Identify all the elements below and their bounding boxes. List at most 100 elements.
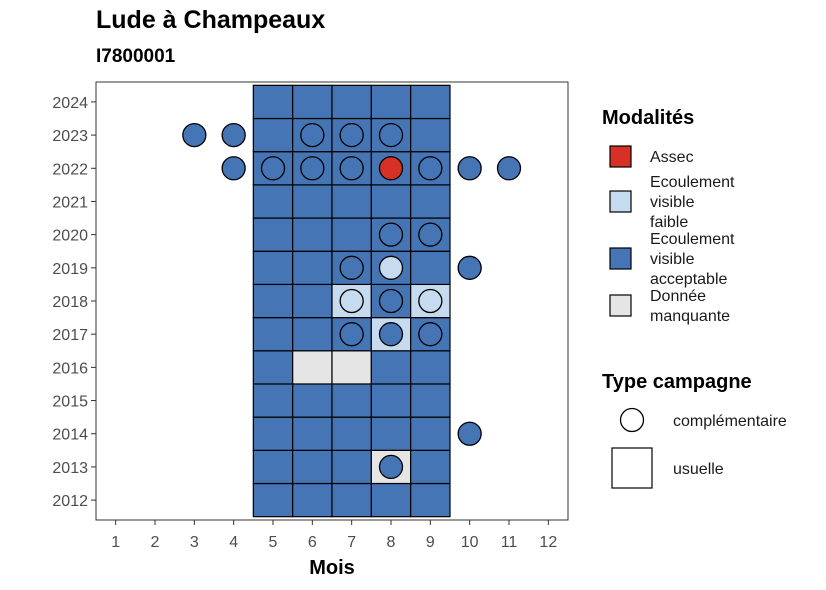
- cell-9-2014: [410, 416, 451, 451]
- cell-5-2012: [252, 482, 294, 518]
- x-tick-label: 8: [387, 534, 396, 551]
- legend-key-manquante: [609, 294, 632, 317]
- y-tick-label: 2018: [52, 294, 88, 311]
- cell-5-2021: [252, 184, 294, 219]
- y-tick-label: 2015: [52, 394, 88, 411]
- chart-title: Lude à Champeaux: [96, 6, 326, 34]
- cell-7-2024: [331, 84, 372, 120]
- legend-key-usuelle: [611, 447, 653, 489]
- legend-label-manquante: manquante: [650, 308, 730, 325]
- x-tick-label: 12: [539, 534, 557, 551]
- cell-9-2024: [410, 84, 451, 120]
- point-9-2020: [418, 222, 443, 247]
- cell-5-2013: [252, 449, 294, 485]
- legend: ModalitésAssecEcoulementvisiblefaibleEco…: [602, 107, 787, 489]
- x-axis-title: Mois: [309, 557, 355, 579]
- cell-7-2013: [331, 449, 372, 485]
- point-8-2020: [378, 222, 404, 247]
- point-9-2022: [418, 156, 443, 181]
- point-8-2013: [378, 454, 404, 480]
- legend-key-complementaire: [619, 407, 645, 433]
- x-tick-label: 9: [426, 534, 435, 551]
- legend-label-usuelle: usuelle: [673, 461, 724, 478]
- cell-6-2020: [292, 217, 333, 252]
- cell-5-2019: [252, 250, 294, 286]
- cell-5-2018: [252, 283, 294, 319]
- point-10-2019: [457, 255, 482, 280]
- point-8-2019: [378, 255, 404, 280]
- cell-8-2014: [370, 416, 412, 451]
- legend-label-assec: Assec: [650, 149, 694, 166]
- cell-8-2024: [370, 84, 412, 120]
- cell-9-2015: [410, 383, 451, 418]
- legend-label-faible: Ecoulement: [650, 174, 735, 191]
- point-6-2022: [300, 156, 325, 181]
- complementaire-points: [182, 122, 522, 480]
- x-tick-label: 5: [269, 534, 278, 551]
- y-tick-label: 2023: [52, 128, 88, 145]
- x-tick-label: 3: [190, 534, 199, 551]
- cell-6-2012: [292, 482, 333, 518]
- legend-label-manquante: Donnée: [650, 288, 706, 305]
- y-tick-label: 2017: [52, 327, 88, 344]
- legend-label-complementaire: complémentaire: [673, 413, 787, 430]
- chart-subtitle: I7800001: [96, 46, 176, 67]
- cell-9-2023: [410, 117, 451, 153]
- cell-5-2015: [252, 383, 294, 418]
- cell-5-2017: [252, 316, 294, 352]
- cell-7-2021: [331, 184, 372, 219]
- point-9-2017: [418, 322, 443, 347]
- point-6-2023: [300, 122, 325, 148]
- y-tick-label: 2024: [52, 95, 88, 112]
- x-tick-label: 10: [461, 534, 479, 551]
- cell-5-2020: [252, 217, 294, 252]
- point-8-2023: [378, 122, 404, 148]
- y-tick-label: 2019: [52, 261, 88, 278]
- legend-label-faible: faible: [650, 214, 688, 231]
- x-tick-label: 6: [308, 534, 317, 551]
- point-7-2022: [339, 156, 364, 181]
- point-9-2018: [418, 288, 443, 314]
- y-tick-label: 2012: [52, 493, 88, 510]
- point-7-2023: [339, 122, 364, 148]
- point-4-2022: [221, 156, 246, 181]
- y-tick-label: 2021: [52, 194, 88, 211]
- y-tick-label: 2020: [52, 228, 88, 245]
- cell-8-2021: [370, 184, 412, 219]
- cell-9-2013: [410, 449, 451, 485]
- cell-6-2014: [292, 416, 333, 451]
- point-8-2017: [378, 322, 404, 347]
- point-8-2022: [378, 156, 404, 181]
- cell-5-2024: [252, 84, 294, 120]
- point-7-2017: [339, 322, 364, 347]
- point-8-2018: [378, 288, 404, 314]
- cell-8-2015: [370, 383, 412, 418]
- cell-6-2024: [292, 84, 333, 120]
- cell-9-2021: [410, 184, 451, 219]
- cell-7-2020: [331, 217, 372, 252]
- point-10-2022: [457, 156, 482, 181]
- cell-6-2019: [292, 250, 333, 286]
- legend-label-acceptable: acceptable: [650, 271, 727, 288]
- cell-5-2016: [252, 350, 294, 385]
- cell-6-2017: [292, 316, 333, 352]
- y-axis: 2012 2013 2014 2015 2016 2017 2018 2019 2020 2021…: [52, 95, 96, 510]
- x-tick-label: 11: [501, 534, 518, 551]
- y-tick-label: 2022: [52, 161, 88, 178]
- x-axis: 1 2 3 4 5 6 7 8 9 10 11 12: [111, 520, 557, 551]
- cell-6-2013: [292, 449, 333, 485]
- cell-7-2015: [331, 383, 372, 418]
- x-tick-label: 7: [347, 534, 356, 551]
- y-tick-label: 2016: [52, 360, 88, 377]
- cell-6-2016: [292, 350, 333, 385]
- legend-type-title: Type campagne: [602, 371, 752, 393]
- x-tick-label: 2: [151, 534, 160, 551]
- cell-6-2018: [292, 283, 333, 319]
- y-tick-label: 2014: [52, 427, 88, 444]
- x-tick-label: 4: [229, 534, 238, 551]
- cell-9-2019: [410, 250, 451, 286]
- cell-7-2014: [331, 416, 372, 451]
- cell-7-2016: [331, 350, 372, 385]
- y-tick-label: 2013: [52, 460, 88, 477]
